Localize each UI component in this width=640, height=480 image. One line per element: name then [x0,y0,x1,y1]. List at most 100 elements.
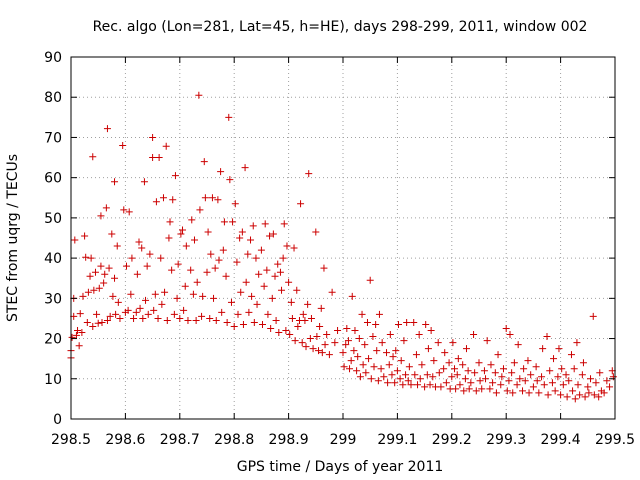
data-point [304,300,312,308]
data-point [136,304,144,312]
data-point [287,298,295,306]
data-point [590,391,598,399]
data-point [365,355,373,363]
data-point [101,270,109,278]
data-point [113,242,121,250]
data-point [373,347,381,355]
data-point [282,327,290,335]
data-point [195,91,203,99]
data-point [385,361,393,369]
data-point [105,264,113,272]
data-point [91,268,99,276]
data-point [434,339,442,347]
data-point [470,331,478,339]
data-point [505,377,513,385]
data-point [161,288,169,296]
data-point [595,393,603,401]
data-point [435,369,443,377]
data-point [386,331,394,339]
data-point [229,218,237,226]
data-point [366,276,374,284]
data-point [133,270,141,278]
data-point [418,361,426,369]
data-point [471,369,479,377]
data-point [356,373,364,381]
x-tick-label: 298.7 [160,432,200,448]
data-point [89,153,97,161]
data-point [151,290,159,298]
data-point [562,371,570,379]
data-point [331,339,339,347]
data-point [499,365,507,373]
data-point [171,172,179,180]
data-point [130,314,138,322]
data-point [355,335,363,343]
data-point [271,272,279,280]
data-point [465,385,473,393]
data-point [263,266,271,274]
data-point [102,204,110,212]
data-point [302,343,310,351]
data-point [227,298,235,306]
data-point [196,206,204,214]
data-point [452,385,460,393]
data-point [261,220,269,228]
data-point [508,369,516,377]
data-point [103,125,111,133]
data-point [392,347,400,355]
data-point [462,345,470,353]
data-point [132,308,140,316]
data-point [467,379,475,387]
data-point [111,274,119,282]
data-point [111,178,119,186]
data-point [551,387,559,395]
data-point [544,391,552,399]
data-point [206,314,214,322]
data-point [253,300,261,308]
data-point [208,194,216,202]
data-point [189,290,197,298]
data-point [391,379,399,387]
data-point [548,379,556,387]
data-point [407,381,415,389]
data-point [250,318,258,326]
data-point [158,300,166,308]
data-point [402,371,410,379]
x-tick-label: 299.1 [377,432,417,448]
data-point [539,345,547,353]
data-point [502,325,510,332]
data-point [492,389,500,397]
data-point [449,339,457,347]
data-point [370,363,378,371]
data-point [347,357,355,365]
data-point [198,312,206,320]
data-point [456,381,464,389]
data-point [441,349,449,357]
data-point [116,314,124,322]
y-tick-label: 60 [44,171,62,187]
data-point [307,314,315,322]
data-point [173,294,181,302]
data-point [375,310,383,318]
data-point [135,238,143,246]
data-point [535,389,543,397]
data-point [109,292,117,300]
data-point [266,232,274,240]
data-point [563,393,571,401]
data-point [576,391,584,399]
data-point [162,142,170,150]
data-point [93,310,101,318]
data-point [222,272,230,280]
data-point [179,226,187,234]
data-point [396,375,404,383]
x-tick-label: 298.9 [269,432,309,448]
x-axis-label: GPS time / Days of year 2011 [237,459,444,475]
data-point [354,353,362,361]
y-tick-label: 50 [44,211,62,227]
data-point [260,282,268,290]
data-point [480,367,488,375]
data-point [146,250,154,258]
chart-title: Rec. algo (Lon=281, Lat=45, h=HE), days … [93,19,588,35]
grid [71,57,615,419]
data-point [510,359,518,367]
